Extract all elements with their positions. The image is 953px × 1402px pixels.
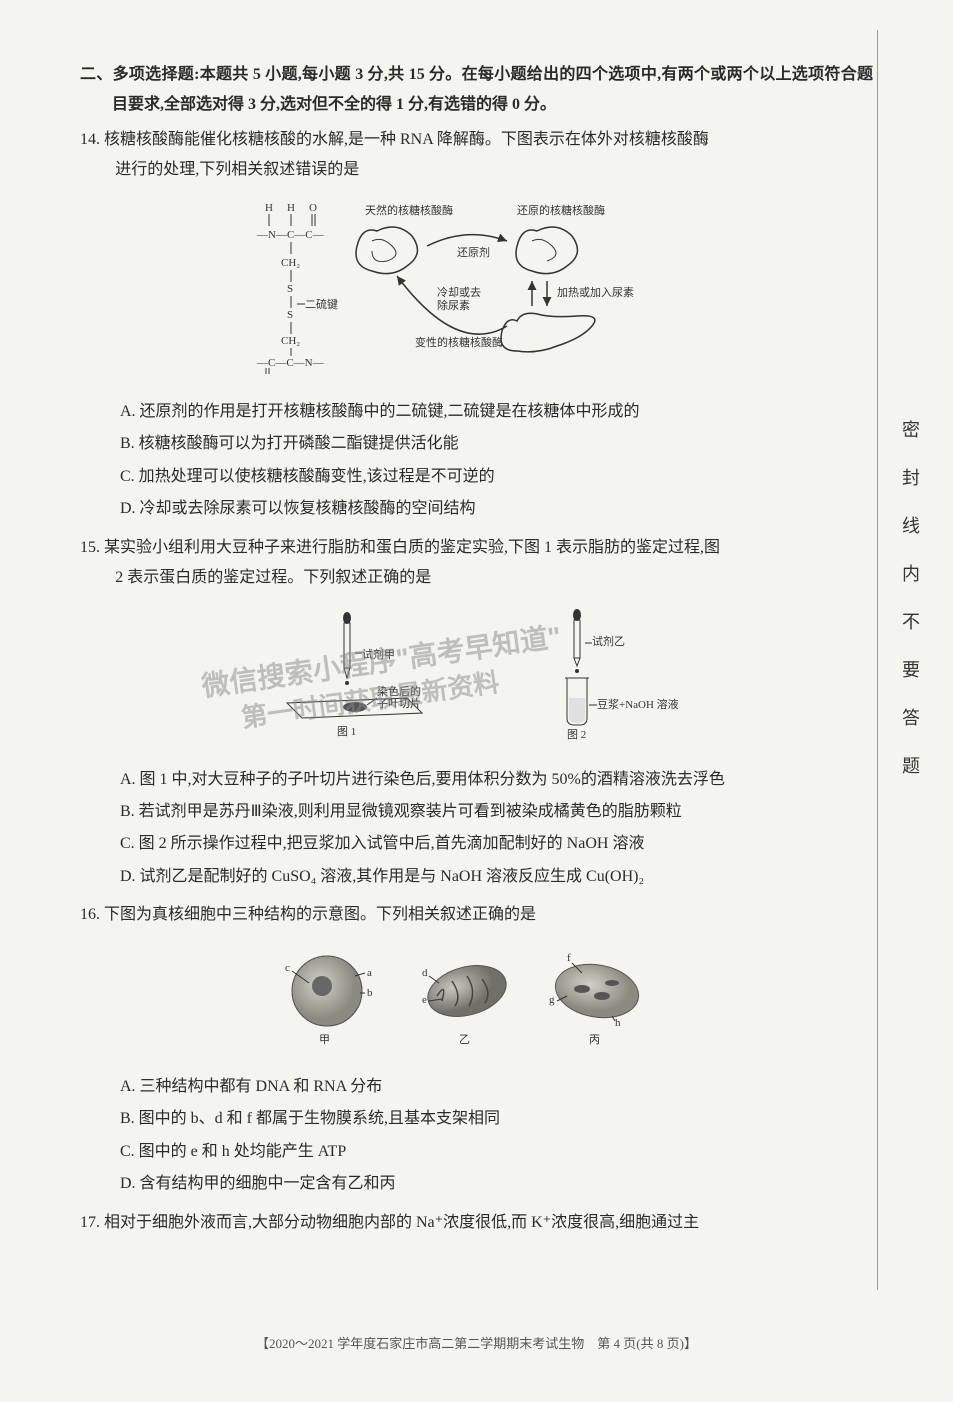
slice-label: 染色后的	[377, 684, 421, 698]
svg-text:—N—C—C—: —N—C—C—	[257, 229, 325, 241]
heat-label: 加热或加入尿素	[557, 286, 634, 299]
svg-text:g: g	[549, 994, 555, 1006]
svg-text:—C—C—N—: —C—C—N—	[257, 357, 325, 369]
q16-opt-c: C. 图中的 e 和 h 处均能产生 ATP	[120, 1137, 873, 1167]
svg-text:a: a	[367, 967, 372, 979]
yi-label: 乙	[459, 1033, 470, 1046]
svg-text:d: d	[422, 967, 428, 979]
q17-number: 17.	[80, 1214, 100, 1231]
q15-opt-d: D. 试剂乙是配制好的 CuSO₄ 溶液,其作用是与 NaOH 溶液反应生成 C…	[120, 862, 873, 892]
svg-text:S: S	[287, 309, 293, 321]
svg-text:b: b	[367, 987, 373, 999]
q16-opt-a: A. 三种结构中都有 DNA 和 RNA 分布	[120, 1072, 873, 1102]
q16-stem: 16. 下图为真核细胞中三种结构的示意图。下列相关叙述正确的是	[80, 900, 873, 930]
svg-text:CH₂: CH₂	[281, 257, 300, 269]
svg-text:O: O	[309, 202, 317, 214]
q15-options: A. 图 1 中,对大豆种子的子叶切片进行染色后,要用体积分数为 50%的酒精溶…	[80, 765, 873, 893]
svg-text:H: H	[287, 202, 295, 214]
svg-text:e: e	[422, 994, 427, 1006]
soy-label: 豆浆+NaOH 溶液	[597, 697, 679, 711]
q15-stem: 15. 某实验小组利用大豆种子来进行脂肪和蛋白质的鉴定实验,下图 1 表示脂肪的…	[80, 533, 873, 563]
q16-opt-d: D. 含有结构甲的细胞中一定含有乙和丙	[120, 1169, 873, 1199]
svg-text:f: f	[567, 952, 571, 964]
natural-label: 天然的核糖核酸酶	[365, 203, 453, 217]
q14-text1: 核糖核酸酶能催化核糖核酸的水解,是一种 RNA 降解酶。下图表示在体外对核糖核酸…	[104, 131, 709, 148]
q15-number: 15.	[80, 539, 100, 556]
jia-label: 甲	[319, 1034, 330, 1046]
q16-options: A. 三种结构中都有 DNA 和 RNA 分布 B. 图中的 b、d 和 f 都…	[80, 1072, 873, 1200]
svg-text:S: S	[287, 283, 293, 295]
margin-divider	[877, 30, 878, 1290]
section-header: 二、多项选择题:本题共 5 小题,每小题 3 分,共 15 分。在每小题给出的四…	[80, 60, 873, 121]
q14-number: 14.	[80, 131, 100, 148]
q14-opt-a: A. 还原剂的作用是打开核糖核酸酶中的二硫键,二硫键是在核糖体中形成的	[120, 397, 873, 427]
question-15: 15. 某实验小组利用大豆种子来进行脂肪和蛋白质的鉴定实验,下图 1 表示脂肪的…	[80, 533, 873, 893]
svg-text:c: c	[285, 962, 290, 974]
fig2-label: 图 2	[567, 728, 586, 741]
q14-options: A. 还原剂的作用是打开核糖核酸酶中的二硫键,二硫键是在核糖体中形成的 B. 核…	[80, 397, 873, 525]
q14-opt-b: B. 核糖核酸酶可以为打开磷酸二酯键提供活化能	[120, 429, 873, 459]
svg-text:除尿素: 除尿素	[437, 298, 470, 312]
denatured-label: 变性的核糖核酸酶	[415, 335, 503, 349]
q17-stem: 17. 相对于细胞外液而言,大部分动物细胞内部的 Na⁺浓度很低,而 K⁺浓度很…	[80, 1208, 873, 1238]
q15-stem-cont: 2 表示蛋白质的鉴定过程。下列叙述正确的是	[80, 563, 873, 593]
q15-opt-c: C. 图 2 所示操作过程中,把豆浆加入试管中后,首先滴加配制好的 NaOH 溶…	[120, 829, 873, 859]
question-17: 17. 相对于细胞外液而言,大部分动物细胞内部的 Na⁺浓度很低,而 K⁺浓度很…	[80, 1208, 873, 1238]
bing-label: 丙	[589, 1034, 600, 1046]
q15-opt-a: A. 图 1 中,对大豆种子的子叶切片进行染色后,要用体积分数为 50%的酒精溶…	[120, 765, 873, 795]
exam-page: 二、多项选择题:本题共 5 小题,每小题 3 分,共 15 分。在每小题给出的四…	[80, 60, 873, 1238]
q16-diagram: a b c 甲 d e 乙	[80, 941, 873, 1062]
q16-text1: 下图为真核细胞中三种结构的示意图。下列相关叙述正确的是	[104, 906, 536, 923]
reagent1-label: 试剂甲	[362, 647, 395, 661]
reduced-label: 还原的核糖核酸酶	[517, 203, 605, 217]
q14-stem-cont: 进行的处理,下列相关叙述错误的是	[80, 155, 873, 185]
q15-diagram: 试剂甲 染色后的 子叶切片 图 1 试剂乙	[80, 603, 873, 754]
margin-warning: 密封线内不要答题	[903, 420, 923, 804]
svg-text:CH₂: CH₂	[281, 335, 300, 347]
svg-text:子叶切片: 子叶切片	[377, 697, 421, 710]
q16-opt-b: B. 图中的 b、d 和 f 都属于生物膜系统,且基本支架相同	[120, 1104, 873, 1134]
cool-label: 冷却或去	[437, 286, 481, 299]
svg-text:H: H	[265, 202, 273, 214]
question-14: 14. 核糖核酸酶能催化核糖核酸的水解,是一种 RNA 降解酶。下图表示在体外对…	[80, 125, 873, 525]
question-16: 16. 下图为真核细胞中三种结构的示意图。下列相关叙述正确的是	[80, 900, 873, 1199]
q17-text1: 相对于细胞外液而言,大部分动物细胞内部的 Na⁺浓度很低,而 K⁺浓度很高,细胞…	[104, 1214, 699, 1231]
q16-number: 16.	[80, 906, 100, 923]
svg-text:h: h	[615, 1017, 621, 1029]
q14-diagram: H H O —N—C—C— CH₂ S S CH₂	[80, 196, 873, 387]
fig1-label: 图 1	[337, 725, 356, 738]
q15-opt-b: B. 若试剂甲是苏丹Ⅲ染液,则利用显微镜观察装片可看到被染成橘黄色的脂肪颗粒	[120, 797, 873, 827]
q14-stem: 14. 核糖核酸酶能催化核糖核酸的水解,是一种 RNA 降解酶。下图表示在体外对…	[80, 125, 873, 155]
reducer-label: 还原剂	[457, 245, 490, 259]
disulfide-label: 二硫键	[305, 297, 338, 311]
reagent2-label: 试剂乙	[592, 634, 625, 648]
q15-text1: 某实验小组利用大豆种子来进行脂肪和蛋白质的鉴定实验,下图 1 表示脂肪的鉴定过程…	[104, 539, 720, 556]
q14-opt-c: C. 加热处理可以使核糖核酸酶变性,该过程是不可逆的	[120, 462, 873, 492]
page-footer: 【2020～2021 学年度石家庄市高二第二学期期末考试生物 第 4 页(共 8…	[0, 1333, 953, 1352]
q14-opt-d: D. 冷却或去除尿素可以恢复核糖核酸酶的空间结构	[120, 494, 873, 524]
